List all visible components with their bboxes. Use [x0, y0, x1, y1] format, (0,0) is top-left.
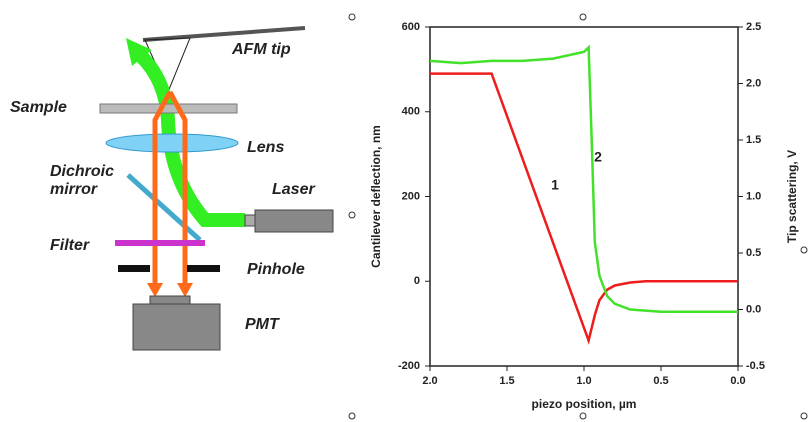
y2-tick-label: 1.0: [746, 190, 761, 202]
setup-diagram: AFM tip Sample Lens Dichroic mirror Lase…: [10, 28, 333, 350]
label: Sample: [10, 99, 67, 116]
y-tick-label: 0: [414, 275, 420, 287]
plot-frame: [430, 27, 738, 366]
pmt-window: [150, 296, 190, 304]
x-tick-label: 1.5: [499, 375, 514, 387]
y2-tick-label: 2.5: [746, 21, 761, 33]
series-line: [430, 74, 738, 341]
pinhole: [187, 265, 220, 272]
label: Filter: [50, 237, 90, 254]
x-tick-label: 0.0: [730, 375, 745, 387]
laser: [255, 210, 333, 232]
cantilever: [143, 28, 305, 40]
filter: [115, 240, 205, 246]
figure: AFM tip Sample Lens Dichroic mirror Lase…: [0, 0, 809, 422]
label: AFM tip: [231, 41, 291, 58]
y2-tick-label: 0.0: [746, 303, 761, 315]
y2-tick-label: 1.5: [746, 134, 761, 146]
arrowhead: [147, 283, 163, 297]
label: Dichroic: [50, 163, 114, 180]
series-name: 2: [594, 149, 602, 165]
y-tick-label: -200: [398, 360, 420, 372]
series-name: 1: [551, 177, 559, 193]
label: Laser: [272, 181, 315, 198]
y-axis-label: Cantilever deflection, nm: [369, 125, 383, 268]
y-tick-label: 200: [402, 190, 420, 202]
pmt: [133, 304, 220, 350]
x-tick-label: 1.0: [576, 375, 591, 387]
pinhole: [118, 265, 150, 272]
x-axis-label: piezo position, µm: [532, 397, 637, 411]
y2-tick-label: 0.5: [746, 247, 761, 259]
y-tick-label: 400: [402, 106, 420, 118]
sample: [100, 104, 237, 113]
x-tick-label: 0.5: [653, 375, 668, 387]
y2-axis-label: Tip scattering, V: [785, 150, 799, 243]
laser-nozzle: [245, 215, 255, 226]
label: mirror: [50, 181, 98, 198]
y2-tick-label: 2.0: [746, 77, 761, 89]
lens: [106, 134, 238, 152]
label: Lens: [247, 139, 284, 156]
y2-tick-label: -0.5: [746, 360, 765, 372]
y-tick-label: 600: [402, 21, 420, 33]
label: PMT: [245, 316, 280, 333]
series-line: [430, 47, 738, 311]
arrowhead: [177, 283, 193, 297]
label: Pinhole: [247, 261, 305, 278]
x-tick-label: 2.0: [422, 375, 437, 387]
